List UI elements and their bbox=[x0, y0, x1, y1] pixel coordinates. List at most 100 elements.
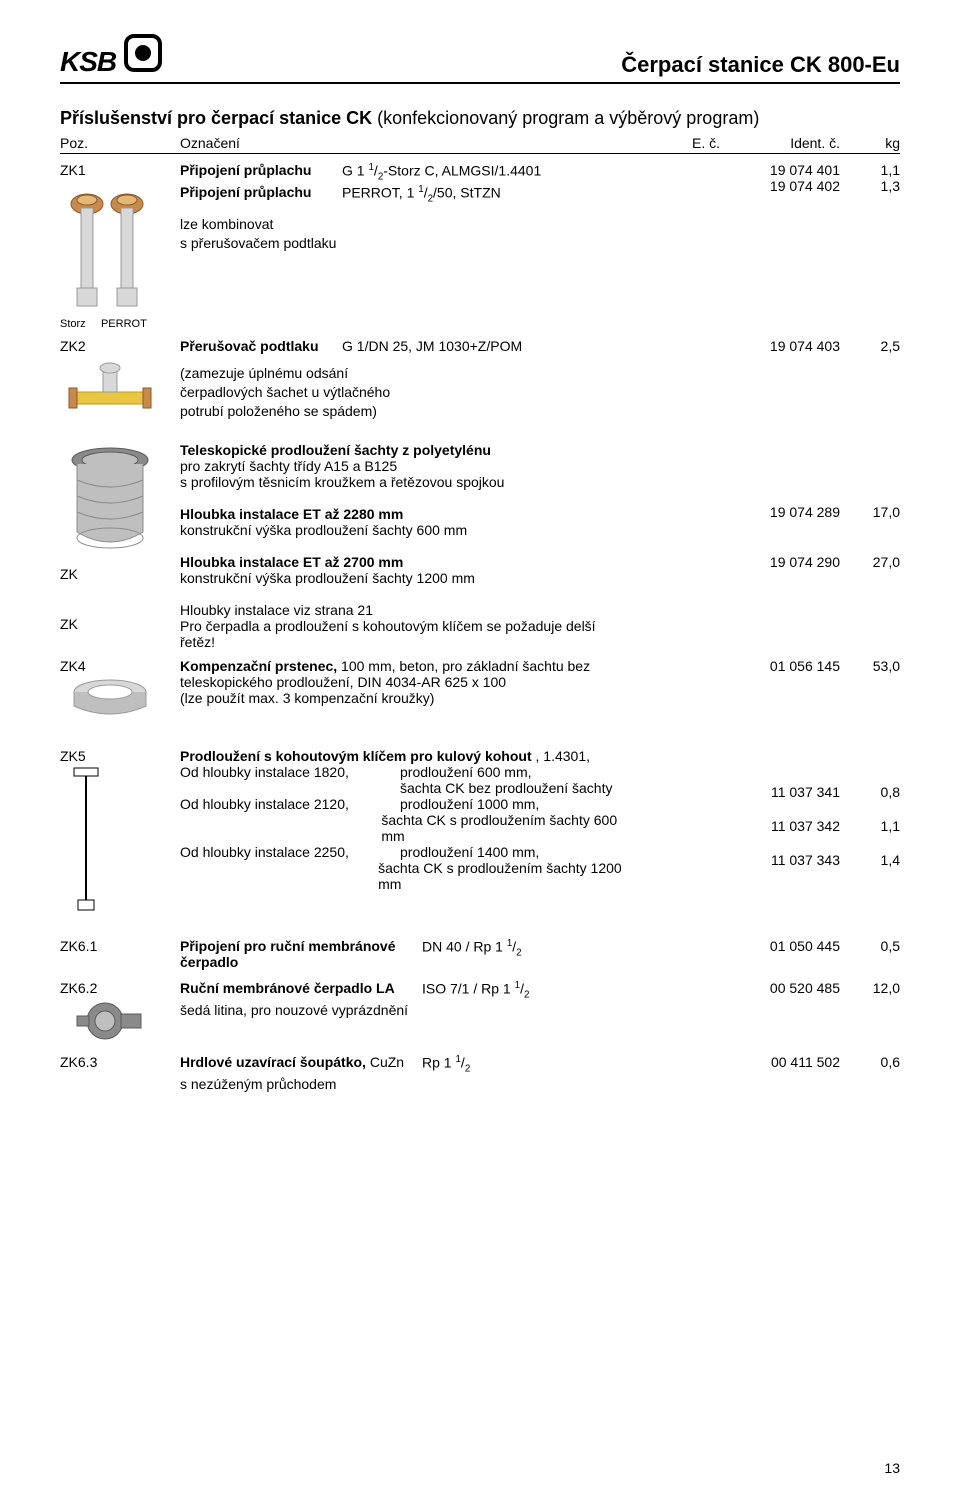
zk62-sub: 2 bbox=[524, 989, 529, 1000]
zk3-h2-kg: 27,0 bbox=[840, 554, 900, 570]
zk3-h2: Hloubka instalace ET až 2700 mm bbox=[180, 554, 403, 570]
zk63-sub: 2 bbox=[465, 1063, 470, 1074]
zk61-poz: ZK6.1 bbox=[60, 938, 97, 954]
zk5-t1a: Prodloužení s kohoutovým klíčem pro kulo… bbox=[180, 748, 532, 764]
zk63-label2: CuZn bbox=[366, 1054, 404, 1070]
zk1-l1-spec-a: G 1 bbox=[342, 163, 368, 179]
zk1-note1: lze kombinovat bbox=[180, 215, 622, 234]
zk63-label: Hrdlové uzavírací šoupátko, bbox=[180, 1054, 366, 1070]
zk1-l2-kg: 1,3 bbox=[840, 178, 900, 194]
section-title-main: Příslušenství pro čerpací stanice CK bbox=[60, 108, 372, 128]
zk61-sub: 2 bbox=[516, 947, 521, 958]
zk5-r3b: prodloužení 1400 mm, bbox=[400, 844, 539, 860]
zk3-h2b: konstrukční výška prodloužení šachty 120… bbox=[180, 570, 622, 586]
zk5-r1b: prodloužení 600 mm, bbox=[400, 764, 532, 780]
zk5-r2-ident: 11 037 342 bbox=[720, 818, 840, 834]
zk3-illustration bbox=[60, 442, 160, 562]
zk3-h1-kg: 17,0 bbox=[840, 504, 900, 520]
zk1-note2: s přerušovačem podtlaku bbox=[180, 234, 622, 253]
zk4-l1a: Kompenzační prstenec, bbox=[180, 658, 337, 674]
zk5-r1-kg: 0,8 bbox=[840, 784, 900, 800]
zk3-t2: pro zakrytí šachty třídy A15 a B125 bbox=[180, 458, 622, 474]
zk5-r2-kg: 1,1 bbox=[840, 818, 900, 834]
zk5-r3-ident: 11 037 343 bbox=[720, 852, 840, 868]
zk5-r1c: šachta CK bez prodloužení šachty bbox=[400, 780, 612, 796]
row-zk4: ZK4 Kompenzační prstenec, 100 mm, beton,… bbox=[60, 658, 900, 724]
zk63-poz: ZK6.3 bbox=[60, 1054, 97, 1070]
zk3-h1b: konstrukční výška prodloužení šachty 600… bbox=[180, 522, 622, 538]
zk5-r3a: Od hloubky instalace 2250, bbox=[180, 844, 400, 860]
zk1-l2-ident: 19 074 402 bbox=[720, 178, 840, 194]
section-title-sub: (konfekcionovaný program a výběrový prog… bbox=[377, 108, 759, 128]
zk1-storz: Storz bbox=[60, 318, 86, 330]
zk2-label: Přerušovač podtlaku bbox=[180, 338, 319, 354]
zk62-illustration bbox=[60, 996, 160, 1046]
zk4-l1b: 100 mm, beton, pro základní šachtu bez bbox=[337, 658, 590, 674]
zk63-note: s nezúženým průchodem bbox=[180, 1076, 622, 1092]
row-zk61: ZK6.1 Připojení pro ruční membránové čer… bbox=[60, 938, 900, 972]
zk61-ident: 01 050 445 bbox=[720, 938, 840, 954]
zk5-r1-ident: 11 037 341 bbox=[720, 784, 840, 800]
brand-text: KSB bbox=[60, 46, 116, 78]
page-header: KSB Čerpací stanice CK 800-Eu bbox=[60, 30, 900, 84]
col-oz: Označení bbox=[180, 135, 630, 151]
zk1-storz-labels: Storz PERROT bbox=[60, 318, 147, 330]
row-zk5: ZK5 Prodloužení s kohoutovým klíčem pro … bbox=[60, 748, 900, 914]
zk1-l2-spec-a: PERROT, 1 bbox=[342, 185, 418, 201]
zk1-perrot: PERROT bbox=[101, 318, 147, 330]
zk4-kg: 53,0 bbox=[840, 658, 900, 674]
zk1-l1-label: Připojení průplachu bbox=[180, 162, 311, 178]
zk5-t1b: , 1.4301, bbox=[532, 748, 590, 764]
zk62-kg: 12,0 bbox=[840, 980, 900, 996]
zk63-spec-a: Rp 1 bbox=[422, 1055, 455, 1071]
zk61-label: Připojení pro ruční membránové čerpadlo bbox=[180, 938, 396, 970]
zk5-r2b: prodloužení 1000 mm, bbox=[400, 796, 539, 812]
zk3-n2: Pro čerpadla a prodloužení s kohoutovým … bbox=[180, 618, 622, 650]
zk3-n1: Hloubky instalace viz strana 21 bbox=[180, 602, 622, 618]
zk63-kg: 0,6 bbox=[840, 1054, 900, 1070]
zk61-spec-a: DN 40 / Rp 1 bbox=[422, 939, 507, 955]
zk1-l1-ident: 19 074 401 bbox=[720, 162, 840, 178]
zk2-ident: 19 074 403 bbox=[720, 338, 840, 354]
col-poz: Poz. bbox=[60, 135, 180, 151]
zk1-l2-label: Připojení průplachu bbox=[180, 184, 311, 200]
zk3-h1-ident: 19 074 289 bbox=[720, 504, 840, 520]
row-zk63: ZK6.3 Hrdlové uzavírací šoupátko, CuZn R… bbox=[60, 1054, 900, 1092]
zk3-t3: s profilovým těsnicím kroužkem a řetězov… bbox=[180, 474, 622, 490]
zk3-poz-a: ZK bbox=[60, 566, 78, 582]
zk62-label: Ruční membránové čerpadlo LA bbox=[180, 980, 395, 996]
zk1-poz: ZK1 bbox=[60, 162, 86, 178]
brand-logo: KSB bbox=[60, 30, 166, 78]
doc-title: Čerpací stanice CK 800-Eu bbox=[621, 52, 900, 78]
zk2-note: (zamezuje úplnému odsání čerpadlových ša… bbox=[180, 364, 400, 421]
section-title: Příslušenství pro čerpací stanice CK (ko… bbox=[60, 108, 900, 129]
row-zk62: ZK6.2 Ruční membránové čerpadlo LA ISO 7… bbox=[60, 980, 900, 1046]
zk1-l1-spec-b: -Storz C, ALMGSI/1.4401 bbox=[383, 163, 541, 179]
zk5-r2a: Od hloubky instalace 2120, bbox=[180, 796, 400, 812]
zk4-ident: 01 056 145 bbox=[720, 658, 840, 674]
zk5-r3-kg: 1,4 bbox=[840, 852, 900, 868]
zk61-kg: 0,5 bbox=[840, 938, 900, 954]
zk1-l2-spec-b: /50, StTZN bbox=[433, 185, 501, 201]
page-number: 13 bbox=[884, 1460, 900, 1476]
zk4-poz: ZK4 bbox=[60, 658, 86, 674]
zk4-l3: (lze použít max. 3 kompenzační kroužky) bbox=[180, 690, 622, 706]
zk3-poz-b: ZK bbox=[60, 616, 78, 632]
zk5-r1a: Od hloubky instalace 1820, bbox=[180, 764, 400, 780]
zk3-h1: Hloubka instalace ET až 2280 mm bbox=[180, 506, 403, 522]
row-zk1: ZK1 bbox=[60, 162, 900, 330]
zk62-poz: ZK6.2 bbox=[60, 980, 97, 996]
zk62-note: šedá litina, pro nouzové vyprázdnění bbox=[180, 1002, 622, 1018]
zk5-poz: ZK5 bbox=[60, 748, 86, 764]
zk1-illustration bbox=[60, 186, 160, 316]
zk5-r3c: šachta CK s prodloužením šachty 1200 mm bbox=[378, 860, 622, 892]
zk5-illustration bbox=[60, 764, 170, 914]
zk62-spec-a: ISO 7/1 / Rp 1 bbox=[422, 981, 515, 997]
zk4-l2: teleskopického prodloužení, DIN 4034-AR … bbox=[180, 674, 622, 690]
zk2-poz: ZK2 bbox=[60, 338, 86, 354]
zk4-illustration bbox=[60, 674, 160, 724]
zk63-ident: 00 411 502 bbox=[720, 1054, 840, 1070]
zk1-l1-kg: 1,1 bbox=[840, 162, 900, 178]
zk2-spec: G 1/DN 25, JM 1030+Z/POM bbox=[342, 338, 522, 354]
zk3-h2-ident: 19 074 290 bbox=[720, 554, 840, 570]
